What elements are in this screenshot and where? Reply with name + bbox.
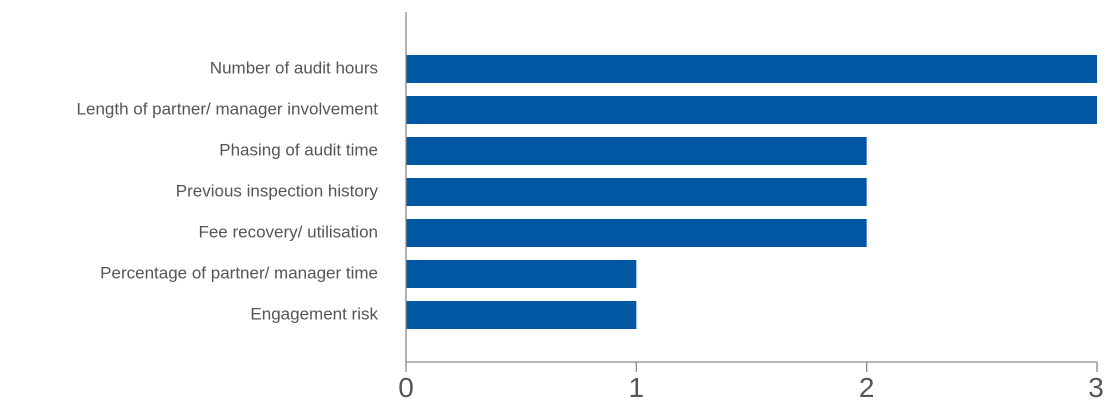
x-tick-label: 2 [859, 372, 875, 403]
category-labels: Number of audit hours Length of partner/ … [77, 58, 379, 323]
x-tick-label: 0 [398, 372, 414, 403]
bar [406, 178, 867, 206]
bar [406, 137, 867, 165]
category-label: Percentage of partner/ manager time [100, 263, 378, 282]
bar [406, 301, 637, 329]
category-label: Fee recovery/ utilisation [198, 222, 378, 241]
x-axis-ticks: 0 1 2 3 [398, 362, 1104, 403]
category-label: Engagement risk [250, 304, 378, 323]
category-label: Phasing of audit time [219, 140, 378, 159]
bar [406, 55, 1097, 83]
bar [406, 260, 637, 288]
category-label: Number of audit hours [210, 58, 378, 77]
x-tick-label: 1 [629, 372, 645, 403]
bar [406, 219, 867, 247]
bars-group [406, 55, 1097, 329]
category-label: Length of partner/ manager involvement [77, 99, 379, 118]
bar [406, 96, 1097, 124]
x-tick-label: 3 [1088, 372, 1104, 403]
category-label: Previous inspection history [176, 181, 379, 200]
